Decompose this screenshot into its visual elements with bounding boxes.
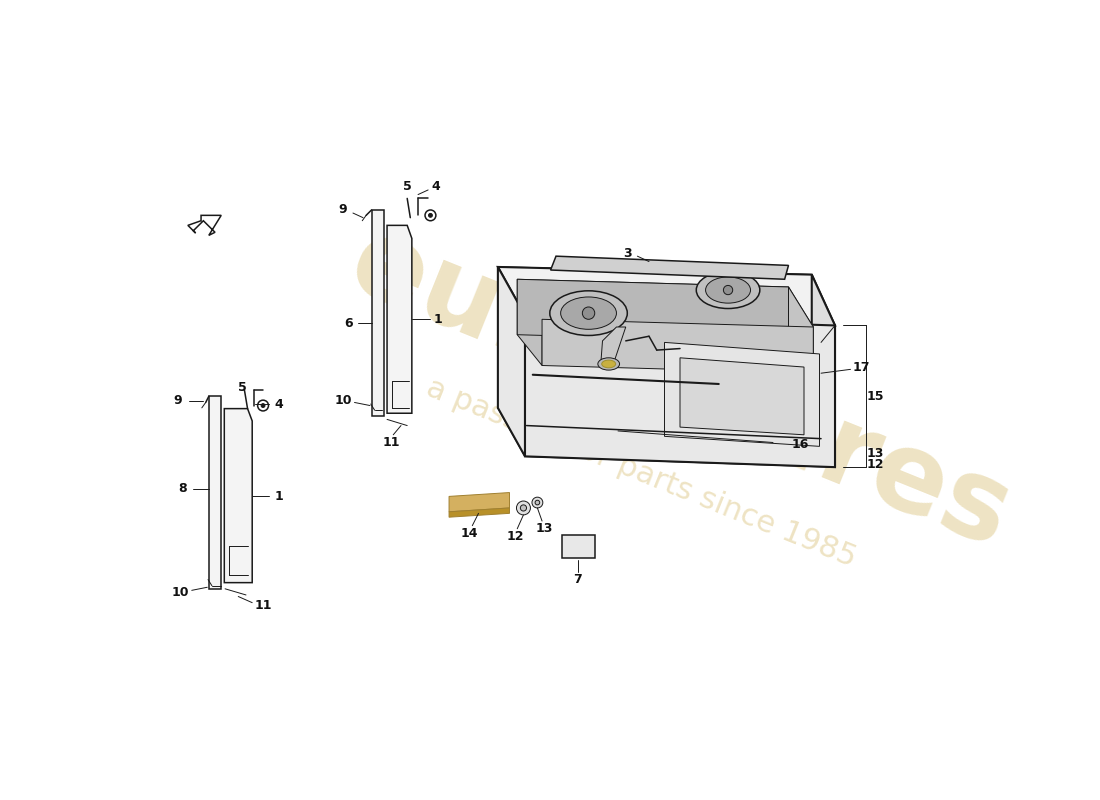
Polygon shape: [554, 306, 595, 319]
Ellipse shape: [550, 291, 627, 335]
Polygon shape: [680, 358, 804, 435]
Polygon shape: [498, 267, 525, 456]
Circle shape: [257, 400, 268, 411]
Polygon shape: [449, 493, 509, 512]
Text: 9: 9: [174, 394, 183, 407]
Ellipse shape: [598, 358, 619, 370]
Polygon shape: [551, 256, 789, 279]
Circle shape: [532, 497, 542, 508]
Text: 5: 5: [238, 381, 246, 394]
Polygon shape: [812, 274, 835, 467]
Circle shape: [535, 500, 540, 505]
Text: 13: 13: [867, 446, 884, 460]
Ellipse shape: [602, 360, 616, 368]
Circle shape: [261, 404, 265, 407]
Text: 9: 9: [339, 203, 348, 217]
Text: 1: 1: [274, 490, 283, 503]
Text: 4: 4: [274, 398, 283, 410]
Polygon shape: [372, 210, 384, 415]
Text: 3: 3: [623, 247, 631, 260]
Circle shape: [429, 214, 432, 218]
Text: 11: 11: [383, 436, 400, 449]
Text: 1: 1: [433, 313, 442, 326]
Text: 14: 14: [461, 527, 477, 540]
Text: a passion for parts since 1985: a passion for parts since 1985: [422, 374, 860, 573]
Polygon shape: [449, 508, 509, 517]
Polygon shape: [387, 226, 411, 414]
Text: 6: 6: [344, 317, 353, 330]
Text: 5: 5: [403, 180, 411, 194]
Text: 11: 11: [254, 599, 272, 612]
Polygon shape: [562, 535, 595, 558]
Text: 15: 15: [867, 390, 884, 403]
Text: 8: 8: [178, 482, 187, 495]
Polygon shape: [789, 287, 813, 373]
Polygon shape: [517, 279, 813, 327]
Text: 10: 10: [334, 394, 352, 406]
Text: 10: 10: [172, 586, 189, 599]
Polygon shape: [209, 396, 221, 589]
Text: 16: 16: [791, 438, 808, 450]
Polygon shape: [517, 279, 789, 342]
Text: 13: 13: [536, 522, 553, 535]
Circle shape: [520, 505, 527, 511]
Ellipse shape: [696, 271, 760, 309]
Polygon shape: [542, 319, 813, 373]
Polygon shape: [498, 267, 812, 415]
Polygon shape: [224, 409, 252, 582]
Text: 7: 7: [573, 573, 582, 586]
Polygon shape: [498, 267, 835, 326]
Polygon shape: [188, 215, 221, 235]
Text: eurospares: eurospares: [334, 207, 1026, 570]
Text: 4: 4: [431, 180, 440, 194]
Ellipse shape: [561, 297, 616, 330]
Polygon shape: [525, 315, 835, 467]
Circle shape: [582, 307, 595, 319]
Polygon shape: [517, 279, 542, 366]
Polygon shape: [498, 408, 835, 467]
Text: 12: 12: [867, 458, 884, 470]
Circle shape: [425, 210, 436, 221]
Polygon shape: [601, 327, 626, 362]
Circle shape: [517, 501, 530, 515]
Circle shape: [724, 286, 733, 294]
Text: 12: 12: [507, 530, 525, 543]
Text: 17: 17: [852, 361, 870, 374]
Ellipse shape: [705, 277, 750, 303]
Polygon shape: [664, 342, 820, 446]
